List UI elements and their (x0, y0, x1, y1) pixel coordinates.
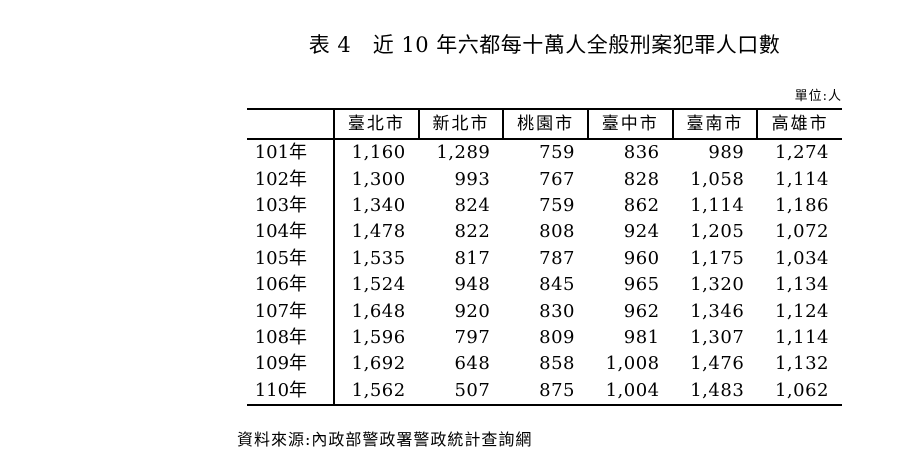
year-cell: 105年 (247, 245, 336, 272)
city-header-cell: 臺中市 (586, 109, 673, 140)
value-cell: 845 (539, 274, 575, 296)
table-row: 109年 1,692 648 858 1,008 1,476 1,132 (247, 351, 842, 378)
value-cell: 875 (539, 379, 575, 401)
city-header-cell: 臺北市 (333, 109, 419, 140)
table-header-row: 臺北市 新北市 桃園市 臺中市 臺南市 高雄市 (247, 109, 842, 140)
table-row: 105年 1,535 817 787 960 1,175 1,034 (247, 245, 842, 272)
year-cell: 104年 (247, 219, 336, 246)
value-cell: 862 (623, 194, 660, 216)
value-cell: 808 (539, 221, 575, 243)
year-cell: 101年 (247, 139, 336, 167)
value-cell: 1,274 (774, 142, 829, 164)
value-cell: 924 (623, 221, 660, 243)
table-row: 108年 1,596 797 809 981 1,307 1,114 (247, 324, 842, 352)
value-cell: 1,320 (690, 274, 745, 296)
table-row: 101年 1,160 1,289 759 836 989 1,274 (247, 139, 842, 167)
value-cell: 858 (539, 353, 575, 375)
year-cell: 107年 (247, 298, 336, 325)
value-cell: 817 (454, 247, 491, 269)
value-cell: 965 (623, 274, 660, 296)
value-cell: 1,535 (351, 247, 406, 269)
table-row: 103年 1,340 824 759 862 1,114 1,186 (247, 192, 842, 220)
crime-statistics-table: 臺北市 新北市 桃園市 臺中市 臺南市 高雄市 101年 1,160 1,289… (247, 108, 842, 406)
value-cell: 1,300 (351, 168, 406, 190)
year-cell: 103年 (247, 192, 336, 220)
value-cell: 822 (454, 221, 491, 243)
table-row: 106年 1,524 948 845 965 1,320 1,134 (247, 271, 842, 299)
year-cell: 110年 (247, 377, 336, 405)
value-cell: 993 (454, 168, 491, 190)
value-cell: 828 (623, 168, 660, 190)
value-cell: 1,132 (774, 353, 829, 375)
value-cell: 1,175 (690, 247, 745, 269)
value-cell: 1,004 (605, 379, 660, 401)
table-row: 104年 1,478 822 808 924 1,205 1,072 (247, 219, 842, 246)
value-cell: 836 (623, 142, 660, 164)
value-cell: 962 (623, 300, 660, 322)
value-cell: 767 (539, 168, 575, 190)
table-row: 107年 1,648 920 830 962 1,346 1,124 (247, 298, 842, 325)
value-cell: 1,205 (690, 221, 745, 243)
value-cell: 1,034 (774, 247, 829, 269)
value-cell: 1,340 (351, 194, 406, 216)
year-header-cell (247, 109, 335, 140)
table-row: 110年 1,562 507 875 1,004 1,483 1,062 (247, 377, 842, 405)
value-cell: 1,476 (690, 353, 745, 375)
unit-label: 單位:人 (794, 89, 842, 104)
value-cell: 1,058 (690, 168, 745, 190)
value-cell: 787 (539, 247, 575, 269)
value-cell: 989 (708, 142, 745, 164)
value-cell: 1,307 (690, 326, 745, 348)
value-cell: 648 (454, 353, 491, 375)
value-cell: 1,596 (351, 326, 406, 348)
value-cell: 1,524 (351, 274, 406, 296)
value-cell: 1,134 (774, 274, 829, 296)
table-row: 102年 1,300 993 767 828 1,058 1,114 (247, 166, 842, 193)
value-cell: 824 (454, 194, 491, 216)
value-cell: 948 (454, 274, 491, 296)
source-note: 資料來源:內政部警政署警政統計查詢網 (237, 430, 533, 449)
value-cell: 1,114 (690, 194, 745, 216)
value-cell: 1,114 (774, 326, 829, 348)
city-header-cell: 桃園市 (502, 109, 588, 140)
year-cell: 108年 (247, 324, 336, 352)
value-cell: 920 (454, 300, 491, 322)
value-cell: 1,124 (774, 300, 829, 322)
value-cell: 1,186 (774, 194, 829, 216)
value-cell: 1,072 (774, 221, 829, 243)
city-header-cell: 新北市 (417, 109, 504, 140)
value-cell: 1,478 (351, 221, 406, 243)
value-cell: 1,648 (351, 300, 406, 322)
city-header-cell: 臺南市 (671, 109, 758, 140)
value-cell: 1,346 (690, 300, 745, 322)
year-cell: 102年 (247, 166, 336, 193)
value-cell: 759 (539, 142, 575, 164)
value-cell: 981 (623, 326, 660, 348)
year-cell: 106年 (247, 271, 336, 299)
value-cell: 1,160 (351, 142, 406, 164)
year-cell: 109年 (247, 351, 336, 378)
value-cell: 1,289 (436, 142, 491, 164)
value-cell: 1,114 (774, 168, 829, 190)
value-cell: 507 (454, 379, 491, 401)
table-title: 表 4 近 10 年六都每十萬人全般刑案犯罪人口數 (308, 33, 781, 57)
value-cell: 1,562 (351, 379, 406, 401)
value-cell: 1,483 (690, 379, 745, 401)
value-cell: 1,008 (605, 353, 660, 375)
value-cell: 830 (539, 300, 575, 322)
value-cell: 1,692 (351, 353, 406, 375)
value-cell: 960 (623, 247, 660, 269)
value-cell: 797 (454, 326, 491, 348)
value-cell: 809 (539, 326, 575, 348)
value-cell: 759 (539, 194, 575, 216)
city-header-cell: 高雄市 (756, 109, 842, 140)
value-cell: 1,062 (774, 379, 829, 401)
